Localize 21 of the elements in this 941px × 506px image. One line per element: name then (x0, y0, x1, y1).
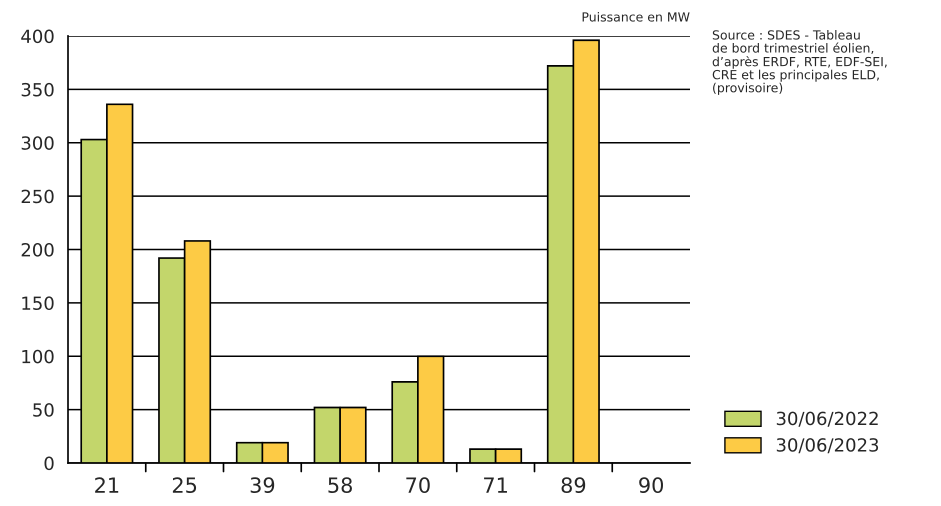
x-tick-label: 39 (250, 477, 274, 494)
y-tick-label: 300 (22, 136, 54, 150)
x-tick-label: 25 (172, 477, 196, 494)
x-tick-label: 21 (95, 477, 118, 493)
x-tick-label: 58 (328, 477, 352, 494)
y-tick-label: 150 (22, 296, 54, 310)
source-note: Source : SDES - Tableau de bord trimestriel éolien, d’après ERDF, RTE, EDF-SEI, CRE et les principales ELD, (provisoire) (712, 30, 887, 95)
x-tick-label: 70 (406, 477, 430, 494)
y-tick-label: 200 (22, 242, 54, 257)
legend-label: 30/06/2023 (776, 438, 878, 454)
y-tick-label: 350 (22, 82, 54, 96)
y-tick-label: 50 (33, 403, 54, 417)
x-tick-label: 90 (639, 477, 663, 494)
y-tick-label: 400 (21, 29, 54, 44)
y-tick-label: 0 (44, 456, 54, 470)
legend-label: 30/06/2022 (776, 412, 878, 427)
y-tick-label: 100 (22, 350, 54, 364)
y-tick-label: 250 (22, 190, 54, 204)
x-tick-label: 89 (562, 477, 586, 494)
text: Puissance en MW (582, 12, 690, 22)
x-tick-label: 71 (484, 478, 507, 493)
